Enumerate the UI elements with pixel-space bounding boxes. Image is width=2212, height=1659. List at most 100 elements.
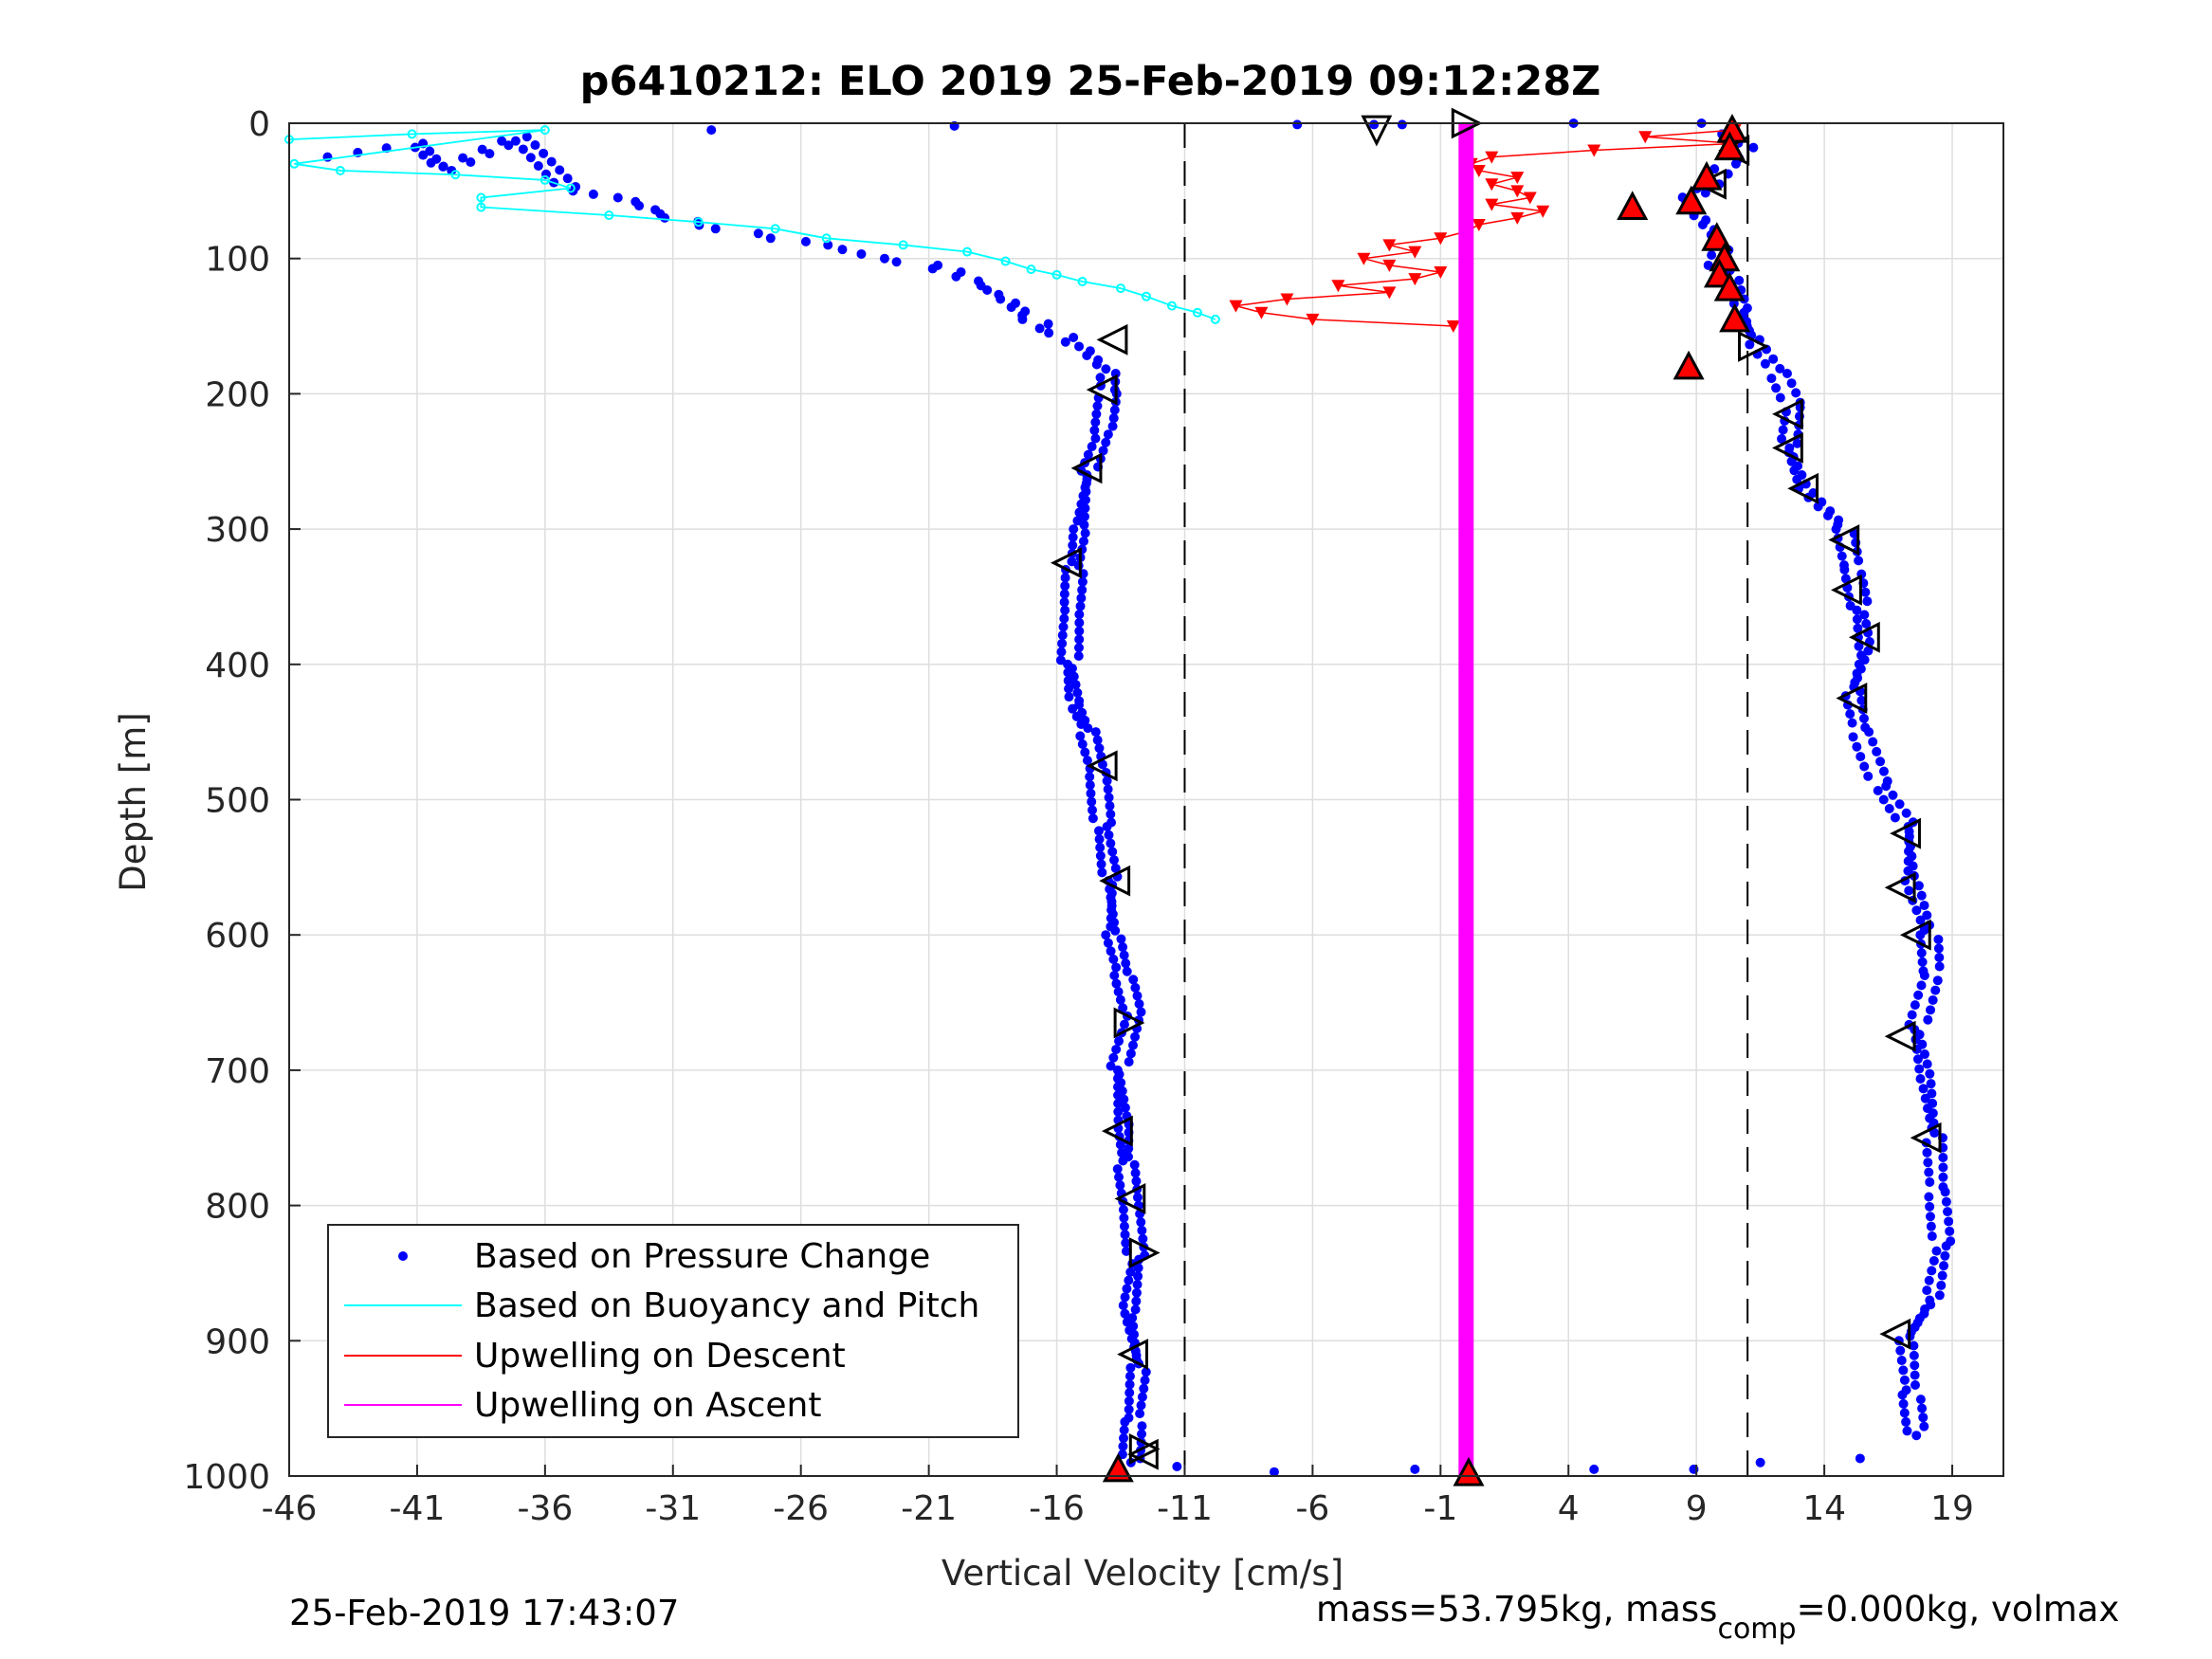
pressure-dot: [1109, 405, 1120, 415]
pressure-dot: [1707, 250, 1717, 261]
pressure-dot: [1940, 1250, 1950, 1261]
pressure-dot: [1917, 1403, 1928, 1413]
pressure-dot: [1919, 971, 1929, 981]
buoyancy-point: [1000, 256, 1011, 266]
open-triangle-marker: [1738, 331, 1769, 362]
pressure-dot: [477, 144, 487, 155]
pressure-dot: [1034, 323, 1045, 334]
y-tick-label: 600: [205, 917, 270, 956]
pressure-dot: [1130, 982, 1141, 993]
pressure-dot: [1864, 727, 1874, 738]
pressure-dot: [1092, 401, 1103, 411]
pressure-dot: [1111, 1044, 1122, 1054]
x-tick-label: -41: [390, 1489, 446, 1528]
pressure-dot: [1926, 1005, 1936, 1015]
descent-upwelling-marker: [1382, 286, 1397, 300]
pressure-dot: [1077, 585, 1088, 595]
open-triangle-marker: [1117, 1339, 1149, 1370]
pressure-dot: [1766, 374, 1777, 384]
pressure-dot: [1094, 834, 1105, 845]
pressure-dot: [1863, 771, 1874, 781]
buoyancy-point: [1210, 314, 1220, 324]
x-tick-label: 9: [1686, 1489, 1708, 1528]
pressure-dot: [879, 253, 889, 264]
pressure-dot: [1782, 368, 1792, 378]
pressure-dot: [1090, 727, 1101, 738]
pressure-dot: [1137, 1392, 1147, 1402]
pressure-dot: [1111, 962, 1122, 973]
legend-label-buoyancy: Based on Buoyancy and Pitch: [474, 1286, 979, 1325]
pressure-dot: [1910, 1380, 1920, 1391]
x-tick-label: -16: [1029, 1489, 1085, 1528]
pressure-dot: [1124, 1371, 1135, 1381]
pressure-dot: [1937, 1270, 1947, 1281]
pressure-dot: [1930, 985, 1941, 995]
pressure-dot: [588, 189, 598, 199]
pressure-dot: [1922, 1147, 1932, 1158]
buoyancy-point: [539, 174, 550, 185]
open-triangle-marker: [1099, 865, 1131, 897]
pressure-dot: [1101, 930, 1111, 940]
pressure-dot: [1121, 1238, 1131, 1249]
open-triangle-marker: [1113, 1007, 1145, 1039]
pressure-dot: [1924, 1192, 1934, 1202]
descent-upwelling-marker: [1408, 246, 1422, 259]
open-triangle-marker: [1831, 574, 1862, 606]
pressure-dot: [1926, 1221, 1936, 1231]
pressure-dot: [1064, 692, 1074, 702]
pressure-dot: [1108, 413, 1119, 424]
buoyancy-point: [1192, 307, 1202, 318]
pressure-dot: [1745, 339, 1755, 350]
axes-frame: [288, 122, 2004, 1477]
pressure-dot: [1074, 341, 1085, 352]
pressure-dot: [555, 165, 565, 175]
pressure-dot: [996, 294, 1006, 304]
filled-triangle-marker: [1691, 160, 1723, 191]
pressure-dot: [1915, 915, 1926, 925]
pressure-dot: [1115, 1180, 1125, 1191]
pressure-dot: [1064, 684, 1074, 694]
pressure-dot: [1852, 605, 1862, 615]
x-tick-label: -46: [262, 1489, 318, 1528]
descent-upwelling-marker: [1472, 164, 1486, 177]
pressure-dot: [1138, 1233, 1148, 1244]
pressure-dot: [1127, 1040, 1138, 1050]
pressure-dot: [1923, 1158, 1933, 1168]
pressure-dot: [533, 161, 543, 172]
pressure-dot: [1057, 638, 1068, 648]
pressure-dot: [1119, 1019, 1129, 1030]
pressure-dot: [1915, 1395, 1926, 1405]
descent-upwelling-marker: [1408, 273, 1422, 286]
pressure-dot: [1106, 838, 1116, 848]
pressure-dot: [1852, 741, 1862, 752]
pressure-dot: [530, 140, 540, 151]
buoyancy-point: [335, 165, 345, 175]
pressure-dot: [1132, 1280, 1143, 1290]
descent-upwelling-marker: [1434, 232, 1448, 246]
open-triangle-marker: [1899, 919, 1931, 951]
descent-upwelling-marker: [1510, 172, 1525, 185]
y-tick-label: 800: [205, 1188, 270, 1227]
pressure-dot: [1878, 794, 1889, 805]
pressure-dot: [1086, 788, 1096, 798]
x-tick-label: -6: [1295, 1489, 1329, 1528]
pressure-dot: [1792, 474, 1802, 484]
footer-mass-subscript: comp: [1717, 1613, 1796, 1646]
pressure-dot: [1087, 442, 1097, 452]
pressure-dot: [1589, 1464, 1600, 1474]
pressure-dot: [1933, 934, 1944, 944]
pressure-dot: [1085, 772, 1095, 782]
footer-mass-label: mass=53.795kg, mass: [1316, 1589, 1717, 1630]
descent-upwelling-marker: [1254, 306, 1269, 319]
pressure-dot: [1078, 536, 1088, 546]
pressure-dot: [1938, 1162, 1948, 1173]
pressure-dot: [1410, 1464, 1420, 1474]
pressure-dot: [1075, 601, 1086, 611]
buoyancy-point: [1116, 283, 1126, 294]
pressure-dot: [1088, 813, 1098, 824]
pressure-dot: [1933, 943, 1944, 954]
pressure-dot: [1901, 808, 1911, 818]
pressure-dot: [1728, 299, 1739, 309]
pressure-dot: [1105, 801, 1115, 811]
legend: Based on Pressure Change Based on Buoyan…: [327, 1224, 1019, 1438]
